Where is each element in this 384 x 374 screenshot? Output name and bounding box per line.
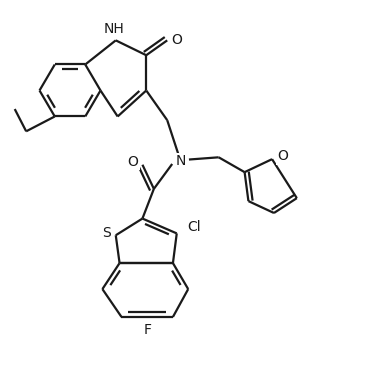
Text: F: F — [143, 323, 151, 337]
Text: O: O — [127, 155, 138, 169]
Text: N: N — [175, 154, 186, 168]
Text: S: S — [102, 226, 111, 240]
Text: O: O — [277, 149, 288, 163]
Text: NH: NH — [103, 22, 124, 36]
Text: Cl: Cl — [187, 220, 201, 234]
Text: O: O — [171, 33, 182, 47]
